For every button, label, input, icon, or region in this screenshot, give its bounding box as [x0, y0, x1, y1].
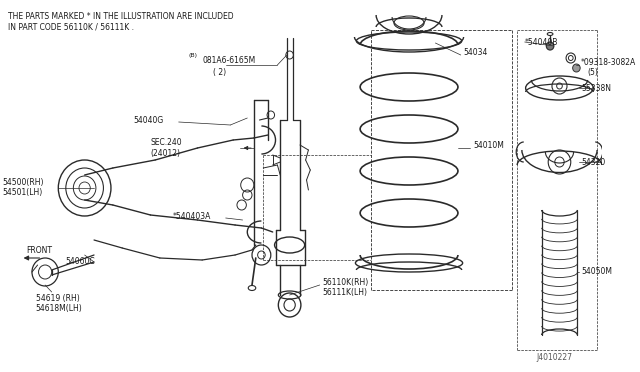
Text: (24012): (24012)	[150, 148, 180, 157]
Text: 54050M: 54050M	[581, 267, 612, 276]
Text: (5): (5)	[588, 67, 598, 77]
Text: IN PART CODE 56110K / 56111K .: IN PART CODE 56110K / 56111K .	[8, 22, 134, 31]
Text: 56110K(RH): 56110K(RH)	[323, 278, 369, 286]
Text: THE PARTS MARKED * IN THE ILLUSTRATION ARE INCLUDED: THE PARTS MARKED * IN THE ILLUSTRATION A…	[8, 12, 233, 21]
Text: FRONT: FRONT	[26, 246, 52, 254]
Text: (B): (B)	[188, 52, 198, 58]
Text: 081A6-6165M: 081A6-6165M	[202, 55, 255, 64]
Text: 56111K(LH): 56111K(LH)	[323, 288, 367, 296]
Text: *54040B: *54040B	[525, 38, 558, 46]
Circle shape	[547, 42, 554, 50]
Text: 54501(LH): 54501(LH)	[3, 187, 43, 196]
Circle shape	[573, 64, 580, 72]
Text: 54618M(LH): 54618M(LH)	[36, 304, 83, 312]
Text: 55338N: 55338N	[581, 83, 611, 93]
Text: 54010M: 54010M	[473, 141, 504, 150]
Text: 54500(RH): 54500(RH)	[3, 177, 44, 186]
Text: 54040G: 54040G	[134, 115, 164, 125]
Text: 54034: 54034	[463, 48, 488, 57]
Text: J4010227: J4010227	[536, 353, 572, 362]
Text: *09318-3082A: *09318-3082A	[581, 58, 636, 67]
Text: ( 2): ( 2)	[214, 67, 227, 77]
Circle shape	[286, 51, 293, 59]
Text: SEC.240: SEC.240	[150, 138, 182, 147]
Text: 54619 (RH): 54619 (RH)	[36, 294, 79, 302]
Text: 54060C: 54060C	[66, 257, 95, 266]
Text: 54320: 54320	[581, 157, 605, 167]
Text: *540403A: *540403A	[173, 212, 211, 221]
